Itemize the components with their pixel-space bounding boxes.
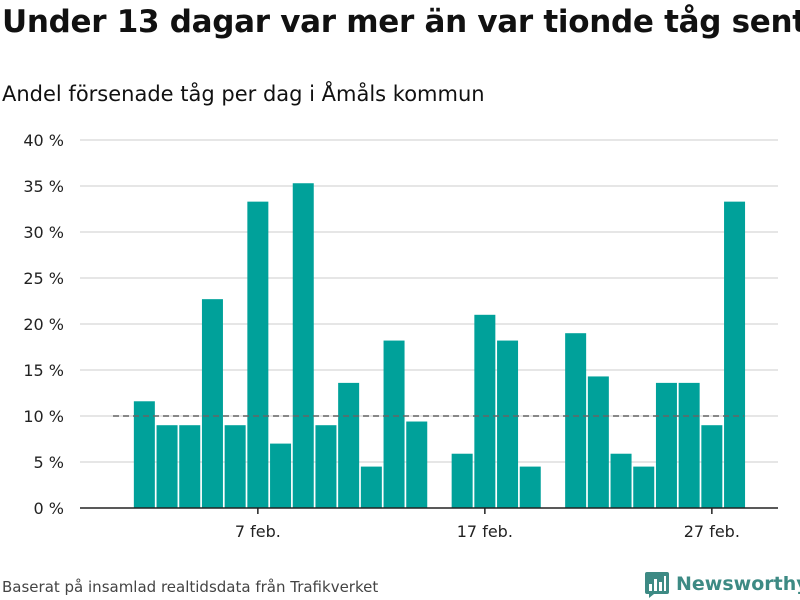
y-tick-label: 10 % — [23, 407, 64, 426]
y-tick-label: 20 % — [23, 315, 64, 334]
source-note: Baserat på insamlad realtidsdata från Tr… — [2, 578, 379, 596]
bar: 2 feb.: 11.6 % — [133, 401, 155, 508]
y-tick-label: 30 % — [23, 223, 64, 242]
y-tick-label: 35 % — [23, 177, 64, 196]
bar: 28 feb.: 33.3 % — [724, 201, 746, 508]
bar: 27 feb.: 9 % — [701, 425, 723, 508]
bar: 16 feb.: 5.9 % — [451, 453, 473, 508]
bar: 24 feb.: 4.5 % — [633, 466, 655, 508]
bar: 25 feb.: 13.6 % — [655, 382, 677, 508]
newsworthy-logo: Newsworthy — [644, 568, 800, 600]
bar: 9 feb.: 35.3 % — [292, 183, 314, 509]
bar: 19 feb.: 4.5 % — [519, 466, 541, 508]
y-tick-label: 40 % — [23, 131, 64, 150]
bar: 26 feb.: 13.6 % — [678, 382, 700, 508]
bar: 6 feb.: 9 % — [224, 425, 246, 508]
bar: 14 feb.: 9.4 % — [406, 421, 428, 508]
bar: 11 feb.: 13.6 % — [338, 382, 360, 508]
bar: 8 feb.: 7 % — [270, 443, 292, 508]
x-tick-label: 17 feb. — [457, 522, 513, 541]
x-axis — [80, 507, 778, 514]
y-tick-label: 15 % — [23, 361, 64, 380]
bar: 5 feb.: 22.7 % — [201, 299, 223, 508]
x-tick-label: 27 feb. — [684, 522, 740, 541]
y-axis-tick-labels: 0 % 5 % 10 % 15 % 20 % 25 % 30 % 35 % 40 % — [23, 131, 64, 518]
y-tick-label: 0 % — [34, 499, 64, 518]
y-tick-label: 5 % — [34, 453, 64, 472]
bar: 22 feb.: 14.3 % — [587, 376, 609, 508]
bar: 23 feb.: 5.9 % — [610, 453, 632, 508]
bar: 10 feb.: 9 % — [315, 425, 337, 508]
bar: 12 feb.: 4.5 % — [360, 466, 382, 508]
bars: 2 feb.: 11.6 %3 feb.: 9 %4 feb.: 9 %5 fe… — [133, 183, 746, 509]
x-axis-tick-labels: 7 feb. 17 feb. 27 feb. — [235, 522, 740, 541]
bar: 18 feb.: 18.2 % — [497, 340, 519, 508]
bar: 17 feb.: 21 % — [474, 314, 496, 508]
bar: 13 feb.: 18.2 % — [383, 340, 405, 508]
bar: 21 feb.: 19 % — [565, 333, 587, 508]
bar-chart-logo-icon — [645, 572, 669, 598]
bar: 7 feb.: 33.3 % — [247, 201, 269, 508]
brand-name: Newsworthy — [676, 573, 800, 595]
y-tick-label: 25 % — [23, 269, 64, 288]
chart-title: Under 13 dagar var mer än var tionde tåg… — [2, 4, 800, 40]
x-tick-label: 7 feb. — [235, 522, 281, 541]
bar: 4 feb.: 9 % — [179, 425, 201, 508]
gridlines — [80, 139, 778, 463]
bar: 3 feb.: 9 % — [156, 425, 178, 508]
chart-subtitle: Andel försenade tåg per dag i Åmåls komm… — [2, 82, 485, 106]
